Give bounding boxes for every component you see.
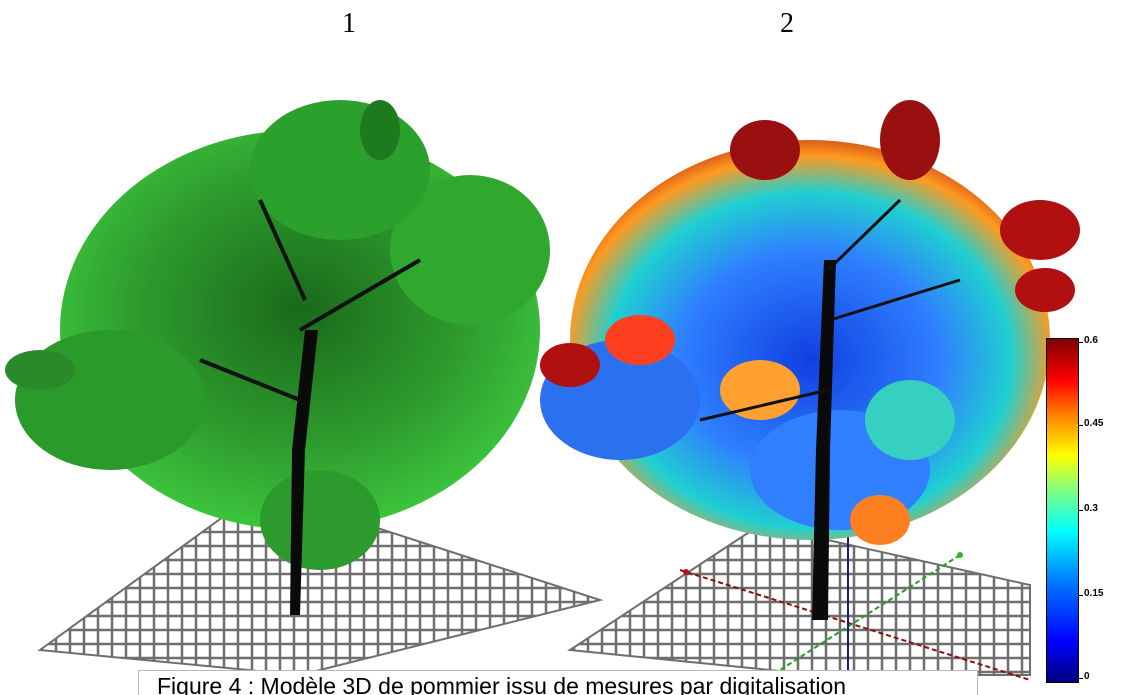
ground-grid-left [37,488,604,677]
tree-canopy-green [5,100,550,570]
colorbar-tickmark [1079,678,1083,679]
colorbar-tickmark [1079,510,1083,511]
colorbar-tickmark [1079,595,1083,596]
tree-trunk-left [199,199,422,615]
tree-canopy-heatmap [540,100,1080,545]
colorbar-tick-label: 0 [1084,671,1090,682]
panel-label-1: 1 [342,8,356,39]
colorbar-tick-label: 0.15 [1084,588,1104,599]
colorbar-tick-label: 0.45 [1084,418,1104,429]
colorbar-tick-label: 0.3 [1084,503,1098,514]
colorbar-tickmark [1079,425,1083,426]
panel-label-2: 2 [780,8,794,39]
colorbar [1046,338,1079,683]
colorbar-tick-label: 0.6 [1084,335,1098,346]
tree-trunk-right [699,198,961,620]
figure-caption: Figure 4 : Modèle 3D de pommier issu de … [138,670,978,695]
ground-grid-right [567,520,1031,681]
colorbar-tickmark [1079,342,1083,343]
